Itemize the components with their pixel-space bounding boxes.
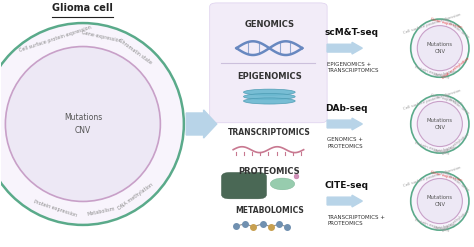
Text: CNV: CNV [75,126,91,135]
Text: Mutations: Mutations [64,113,102,122]
Text: Chromatin state: Chromatin state [118,38,153,65]
Text: Gene expression: Gene expression [430,170,463,182]
Ellipse shape [419,27,461,69]
Text: DNA methylation: DNA methylation [441,57,470,80]
Ellipse shape [10,51,155,197]
Text: Metabolism: Metabolism [87,206,116,217]
Text: Cell surface protein expression: Cell surface protein expression [18,25,92,53]
Text: Chromatin state: Chromatin state [442,17,469,39]
Text: Mutations: Mutations [427,195,453,200]
Ellipse shape [419,180,461,222]
Ellipse shape [270,178,295,190]
FancyBboxPatch shape [210,3,327,123]
Ellipse shape [244,98,295,104]
Ellipse shape [417,26,462,71]
Ellipse shape [5,46,160,202]
Text: Cell surface protein expression: Cell surface protein expression [402,88,461,111]
Text: Metabolism: Metabolism [434,69,457,78]
Ellipse shape [244,94,295,100]
Text: scM&T-seq: scM&T-seq [325,28,379,37]
Ellipse shape [410,172,469,230]
Text: Gene expression: Gene expression [81,30,122,43]
Ellipse shape [410,19,469,77]
Text: CNV: CNV [434,202,446,207]
Text: DAb-seq: DAb-seq [325,103,367,113]
FancyArrow shape [327,42,362,54]
Text: TRANSCRIPTOMICS: TRANSCRIPTOMICS [228,128,311,137]
Text: EPIGENOMICS +
TRANSCRIPTOMICS: EPIGENOMICS + TRANSCRIPTOMICS [327,62,379,73]
Ellipse shape [410,95,469,153]
Text: Protein expression: Protein expression [414,218,450,233]
Text: Mutations: Mutations [427,42,453,47]
Ellipse shape [417,102,462,146]
Text: PROTEOMICS: PROTEOMICS [238,167,300,176]
Text: METABOLOMICS: METABOLOMICS [235,206,304,215]
Text: DNA methylation: DNA methylation [117,182,154,210]
Ellipse shape [419,103,461,145]
FancyArrow shape [186,110,217,138]
Ellipse shape [0,23,184,225]
Text: Chromatin state: Chromatin state [442,169,469,192]
FancyArrow shape [327,195,362,207]
Text: DNA methylation: DNA methylation [441,209,470,233]
Text: CITE-seq: CITE-seq [325,181,369,190]
Ellipse shape [244,89,295,95]
Text: Cell surface protein expression: Cell surface protein expression [402,165,461,188]
Text: Protein expression: Protein expression [33,200,78,218]
Ellipse shape [417,179,462,224]
Text: GENOMICS: GENOMICS [244,21,294,29]
Text: Gene expression: Gene expression [430,93,463,105]
Text: Metabolism: Metabolism [434,145,457,154]
Text: DNA methylation: DNA methylation [441,132,470,156]
Text: Protein expression: Protein expression [414,141,450,156]
Text: Chromatin state: Chromatin state [442,92,469,115]
Text: EPIGENOMICS: EPIGENOMICS [237,72,302,81]
Text: CNV: CNV [434,125,446,130]
Text: CNV: CNV [434,49,446,54]
Text: GENOMICS +
PROTEOMICS: GENOMICS + PROTEOMICS [327,137,363,149]
Text: Metabolism: Metabolism [434,222,457,231]
Text: Gene expression: Gene expression [430,17,463,29]
Text: Cell surface protein expression: Cell surface protein expression [402,12,461,35]
FancyArrow shape [327,118,362,130]
Text: TRANSCRIPTOMICS +
PROTEOMICS: TRANSCRIPTOMICS + PROTEOMICS [327,214,385,226]
Text: Glioma cell: Glioma cell [53,3,113,13]
FancyBboxPatch shape [221,172,266,199]
Text: Protein expression: Protein expression [414,65,450,80]
Text: Mutations: Mutations [427,118,453,123]
